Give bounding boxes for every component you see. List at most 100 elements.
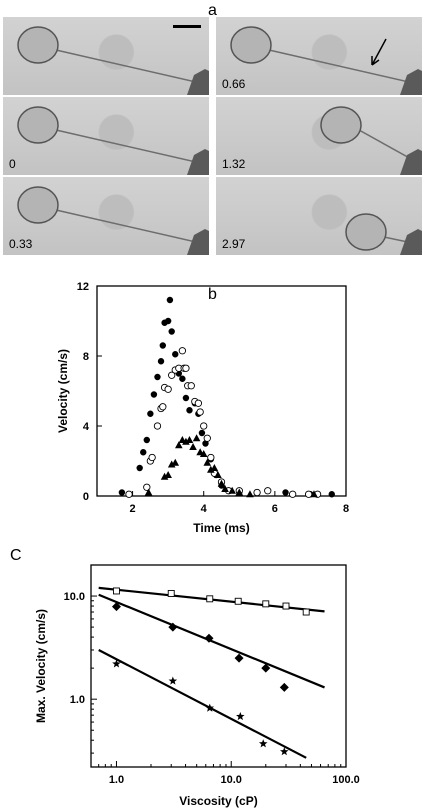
data-point-filled-circle bbox=[198, 429, 206, 437]
data-point-filled-triangle bbox=[246, 490, 254, 498]
data-point-open-circle bbox=[203, 434, 211, 442]
x-axis-label: Viscosity (cP) bbox=[179, 794, 257, 808]
fit-line bbox=[98, 648, 307, 759]
x-tick-label: 100.0 bbox=[332, 774, 360, 786]
micrograph-frame: 1.32 bbox=[216, 97, 422, 175]
data-point-filled-star bbox=[236, 711, 245, 721]
data-point-open-square bbox=[302, 608, 310, 616]
y-axis-label: Max. Velocity (cm/s) bbox=[34, 609, 48, 723]
data-point-filled-diamond bbox=[204, 633, 214, 643]
x-tick-label: 8 bbox=[343, 503, 349, 515]
data-point-filled-triangle bbox=[185, 436, 194, 443]
data-point-open-square bbox=[234, 597, 242, 605]
data-point-filled-star bbox=[258, 739, 268, 748]
data-point-filled-triangle bbox=[203, 458, 212, 466]
data-point-filled-star bbox=[168, 676, 178, 685]
x-tick-label: 6 bbox=[272, 503, 278, 515]
x-tick-label: 1.0 bbox=[109, 774, 124, 786]
fit-line bbox=[98, 593, 325, 689]
panel-a-label: a bbox=[208, 2, 217, 19]
micrograph-frame: 0.33 bbox=[3, 177, 209, 255]
data-point-filled-triangle bbox=[217, 479, 226, 487]
panel-b-label: b bbox=[208, 286, 217, 303]
frame-time-label: 2.97 bbox=[222, 237, 246, 251]
data-point-filled-diamond bbox=[111, 602, 121, 612]
data-point-filled-diamond bbox=[279, 682, 289, 692]
data-point-filled-circle bbox=[140, 449, 147, 456]
y-tick-label: 8 bbox=[83, 351, 89, 363]
y-axis-label: Velocity (cm/s) bbox=[56, 349, 70, 433]
data-point-filled-circle bbox=[182, 394, 190, 402]
data-point-filled-triangle bbox=[171, 458, 180, 466]
micrograph-frame: 0.66 bbox=[216, 17, 422, 95]
data-point-open-circle bbox=[178, 347, 187, 355]
data-point-filled-triangle bbox=[164, 471, 172, 478]
data-point-open-square bbox=[206, 595, 214, 603]
data-point-filled-circle bbox=[150, 391, 158, 398]
micrograph-frame: 2.97 bbox=[216, 177, 422, 255]
data-point-filled-star bbox=[205, 703, 215, 712]
data-point-filled-triangle bbox=[228, 486, 236, 494]
data-point-open-circle bbox=[182, 364, 190, 372]
plot-frame bbox=[96, 285, 347, 497]
data-point-open-circle bbox=[153, 422, 162, 430]
data-point-open-circle bbox=[164, 385, 172, 393]
data-point-open-circle bbox=[148, 453, 156, 462]
data-point-open-circle bbox=[288, 490, 297, 498]
data-point-filled-circle bbox=[159, 342, 167, 349]
data-point-open-circle bbox=[125, 490, 133, 498]
data-point-filled-triangle bbox=[175, 441, 183, 449]
scale-bar bbox=[173, 25, 201, 28]
data-point-filled-circle bbox=[179, 375, 186, 382]
data-point-filled-circle bbox=[202, 440, 209, 447]
x-tick-label: 4 bbox=[201, 503, 208, 515]
data-point-filled-star bbox=[112, 659, 121, 668]
data-point-open-circle bbox=[200, 422, 208, 430]
data-point-filled-circle bbox=[157, 358, 165, 365]
data-point-open-circle bbox=[168, 371, 176, 379]
data-point-filled-circle bbox=[164, 317, 172, 325]
data-point-open-circle bbox=[159, 403, 167, 411]
velocity-time-chart: 2 4 6 8 0 4 8 12 Time (ms) Velocity (cm/s) bbox=[56, 281, 349, 535]
data-point-filled-triangle bbox=[192, 434, 201, 442]
data-point-filled-circle bbox=[136, 464, 143, 472]
data-point-filled-circle bbox=[186, 407, 193, 414]
y-tick-label: 1.0 bbox=[70, 694, 85, 706]
micrograph-frame: 0 bbox=[3, 97, 209, 175]
x-tick-label: 2 bbox=[130, 503, 136, 515]
data-point-filled-star bbox=[280, 747, 289, 756]
data-point-filled-circle bbox=[282, 489, 289, 496]
data-point-filled-circle bbox=[118, 489, 126, 496]
data-point-open-square bbox=[282, 602, 290, 610]
data-point-filled-diamond bbox=[234, 653, 244, 663]
micrograph-frame bbox=[3, 17, 209, 95]
data-point-open-square bbox=[113, 587, 120, 595]
frame-time-label: 0 bbox=[9, 157, 16, 171]
data-point-filled-triangle bbox=[210, 464, 219, 471]
data-point-open-circle bbox=[196, 408, 204, 416]
data-point-filled-circle bbox=[143, 436, 150, 444]
data-point-filled-diamond bbox=[261, 663, 271, 673]
data-point-filled-triangle bbox=[214, 471, 222, 478]
x-tick-label: 10.0 bbox=[221, 774, 242, 786]
data-point-filled-triangle bbox=[310, 490, 318, 498]
x-axis-label: Time (ms) bbox=[193, 521, 249, 535]
data-point-open-circle bbox=[207, 453, 215, 462]
plot-frame bbox=[90, 564, 347, 768]
data-point-open-circle bbox=[194, 399, 203, 407]
data-point-filled-circle bbox=[147, 410, 154, 417]
y-tick-label: 4 bbox=[83, 421, 90, 433]
data-point-filled-triangle bbox=[221, 485, 229, 492]
frame-time-label: 1.32 bbox=[222, 157, 246, 171]
data-point-open-square bbox=[167, 589, 175, 597]
data-point-filled-circle bbox=[154, 373, 161, 381]
data-point-open-circle bbox=[187, 382, 195, 390]
data-point-filled-circle bbox=[328, 491, 335, 498]
data-point-filled-triangle bbox=[189, 443, 197, 450]
max-velocity-viscosity-chart: 1.0 10.0 100.0 1.0 10.0 Viscosity (cP) Max. Ve… bbox=[34, 564, 360, 808]
data-point-filled-diamond bbox=[168, 622, 178, 632]
data-point-filled-circle bbox=[166, 296, 174, 304]
data-point-open-circle bbox=[264, 487, 272, 495]
data-point-filled-circle bbox=[168, 328, 175, 335]
panel-c-label: C bbox=[10, 547, 22, 564]
